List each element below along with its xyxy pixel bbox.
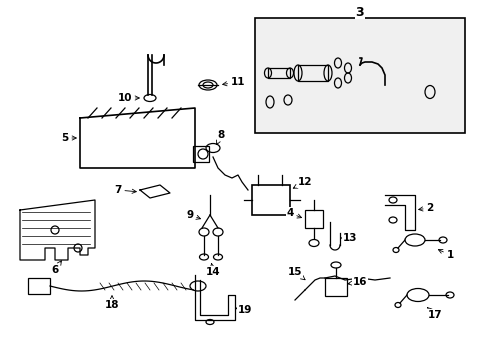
Text: 7: 7 [114, 185, 136, 195]
Text: 15: 15 [287, 267, 305, 280]
Bar [297, 65, 327, 81]
Text: 9: 9 [186, 210, 200, 220]
Text: 12: 12 [293, 177, 312, 188]
Text: 13: 13 [341, 233, 357, 243]
Text: 14: 14 [205, 264, 220, 277]
Text: 16: 16 [347, 277, 366, 287]
Bar [325, 278, 346, 296]
Bar [28, 278, 50, 294]
Text: 19: 19 [235, 305, 252, 315]
Text: 8: 8 [216, 130, 224, 145]
Text: 3: 3 [355, 5, 364, 18]
Text: 10: 10 [118, 93, 139, 103]
Text: 5: 5 [61, 133, 76, 143]
Text: 1: 1 [437, 249, 453, 260]
Text: 6: 6 [51, 261, 61, 275]
Bar [193, 146, 208, 162]
Bar [251, 185, 289, 215]
Text: 4: 4 [286, 208, 301, 218]
Bar [305, 210, 323, 228]
Text: 18: 18 [104, 296, 119, 310]
Text: 2: 2 [418, 203, 433, 213]
Bar [254, 18, 464, 133]
Bar [267, 68, 289, 78]
Text: 11: 11 [222, 77, 245, 87]
Text: 17: 17 [427, 307, 442, 320]
